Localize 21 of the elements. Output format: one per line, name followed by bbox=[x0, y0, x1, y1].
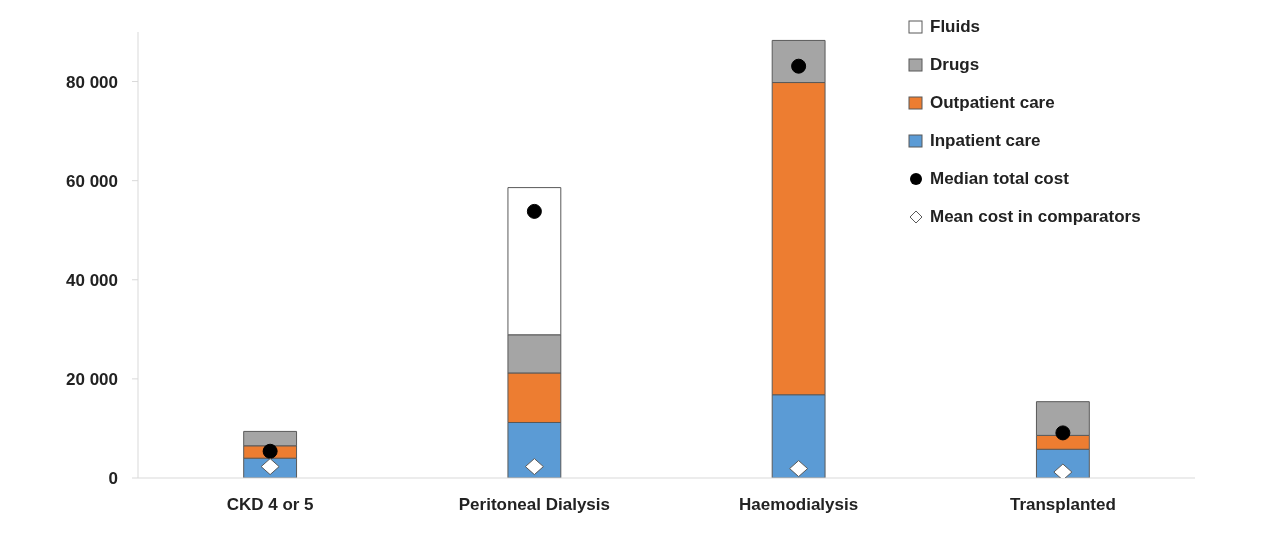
y-tick-label: 0 bbox=[108, 469, 118, 489]
point bbox=[789, 460, 809, 478]
y-tick-label: 80 000 bbox=[66, 72, 118, 92]
y-tick-label: 60 000 bbox=[66, 171, 118, 191]
point bbox=[526, 203, 542, 219]
x-tick-label: Transplanted bbox=[1009, 495, 1116, 515]
x-tick-label: Haemodialysis bbox=[739, 495, 859, 515]
x-tick-label: CKD 4 or 5 bbox=[226, 495, 314, 515]
legend-label: Outpatient care bbox=[930, 93, 1055, 113]
legend-label: Mean cost in comparators bbox=[930, 207, 1141, 227]
point bbox=[262, 443, 278, 459]
point bbox=[1055, 425, 1071, 441]
legend-label: Median total cost bbox=[930, 169, 1069, 189]
legend-label: Inpatient care bbox=[930, 131, 1041, 151]
point bbox=[260, 458, 280, 476]
legend-label: Drugs bbox=[930, 55, 980, 75]
point bbox=[524, 458, 544, 476]
legend-label: Fluids bbox=[930, 17, 981, 37]
y-tick-label: 20 000 bbox=[66, 369, 118, 389]
x-tick-label: Peritoneal Dialysis bbox=[458, 495, 610, 515]
y-tick-label: 40 000 bbox=[66, 270, 118, 290]
